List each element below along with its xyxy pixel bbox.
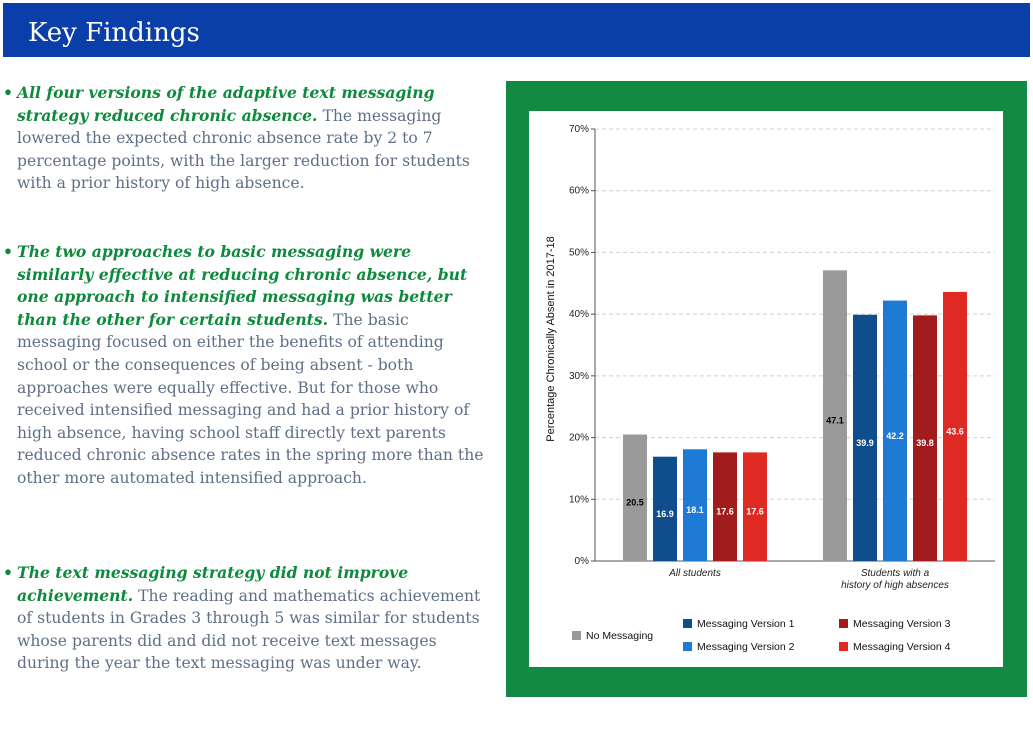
y-tick-label: 10% — [569, 494, 589, 505]
bullet-icon: • — [3, 83, 13, 102]
data-label: 18.1 — [686, 505, 704, 515]
bar — [683, 449, 707, 561]
legend-label: No Messaging — [586, 630, 653, 642]
bar — [913, 315, 937, 561]
bar — [743, 452, 767, 561]
y-tick-label: 60% — [569, 186, 589, 197]
y-axis-label: Percentage Chronically Absent in 2017-18 — [545, 236, 557, 441]
finding-item: • The two approaches to basic messaging … — [3, 241, 488, 490]
data-label: 42.2 — [886, 431, 904, 441]
bar — [653, 456, 677, 561]
finding-body: The messaging lowered the expected chron… — [17, 106, 470, 193]
legend-label: Messaging Version 1 — [697, 618, 795, 630]
legend-label: Messaging Version 2 — [697, 641, 795, 653]
category-label: Students with a — [861, 568, 930, 579]
data-label: 17.6 — [746, 507, 764, 517]
data-label: 47.1 — [826, 416, 844, 426]
bullet-icon: • — [3, 563, 13, 582]
finding-lead: The two approaches to basic messaging we… — [17, 242, 468, 329]
data-label: 16.9 — [656, 509, 674, 519]
data-label: 17.6 — [716, 507, 734, 517]
bar — [883, 300, 907, 561]
legend-swatch — [572, 631, 581, 640]
y-tick-label: 50% — [569, 247, 589, 258]
header-band: Key Findings — [3, 3, 1030, 57]
bar-chart: 0% 10% 20% 30% 40% 50% 60% 70% Percentage Chroni… — [545, 124, 995, 653]
bar — [713, 452, 737, 561]
legend-label: Messaging Version 3 — [853, 618, 951, 630]
data-label: 20.5 — [626, 498, 644, 508]
finding-lead: The text messaging strategy did not impr… — [17, 563, 409, 605]
data-label: 39.9 — [856, 438, 874, 448]
finding-body: The reading and mathematics achievement … — [17, 586, 481, 673]
legend-swatch — [683, 619, 692, 628]
finding-item: • The text messaging strategy did not im… — [3, 562, 488, 675]
bar — [823, 270, 847, 561]
page-title: Key Findings — [28, 18, 200, 48]
finding-body: The basic messaging focused on either th… — [17, 310, 484, 487]
finding-text: The two approaches to basic messaging we… — [17, 241, 488, 490]
legend-swatch — [839, 619, 848, 628]
category-label: All students — [668, 568, 721, 579]
y-tick-label: 70% — [569, 124, 589, 135]
finding-text: All four versions of the adaptive text m… — [17, 82, 488, 195]
bar — [943, 291, 967, 561]
legend-swatch — [683, 642, 692, 651]
finding-lead: All four versions of the adaptive text m… — [17, 83, 435, 125]
category-label: history of high absences — [841, 580, 949, 591]
data-label: 43.6 — [946, 426, 964, 436]
y-tick-label: 20% — [569, 433, 589, 444]
legend-label: Messaging Version 4 — [853, 641, 951, 653]
bullet-icon: • — [3, 242, 13, 261]
y-tick-label: 40% — [569, 309, 589, 320]
bar — [853, 314, 877, 561]
finding-item: • All four versions of the adaptive text… — [3, 82, 488, 195]
finding-text: The text messaging strategy did not impr… — [17, 562, 488, 675]
legend-swatch — [839, 642, 848, 651]
bar — [623, 434, 647, 561]
y-tick-label: 0% — [575, 556, 590, 567]
data-label: 39.8 — [916, 438, 934, 448]
y-tick-label: 30% — [569, 371, 589, 382]
